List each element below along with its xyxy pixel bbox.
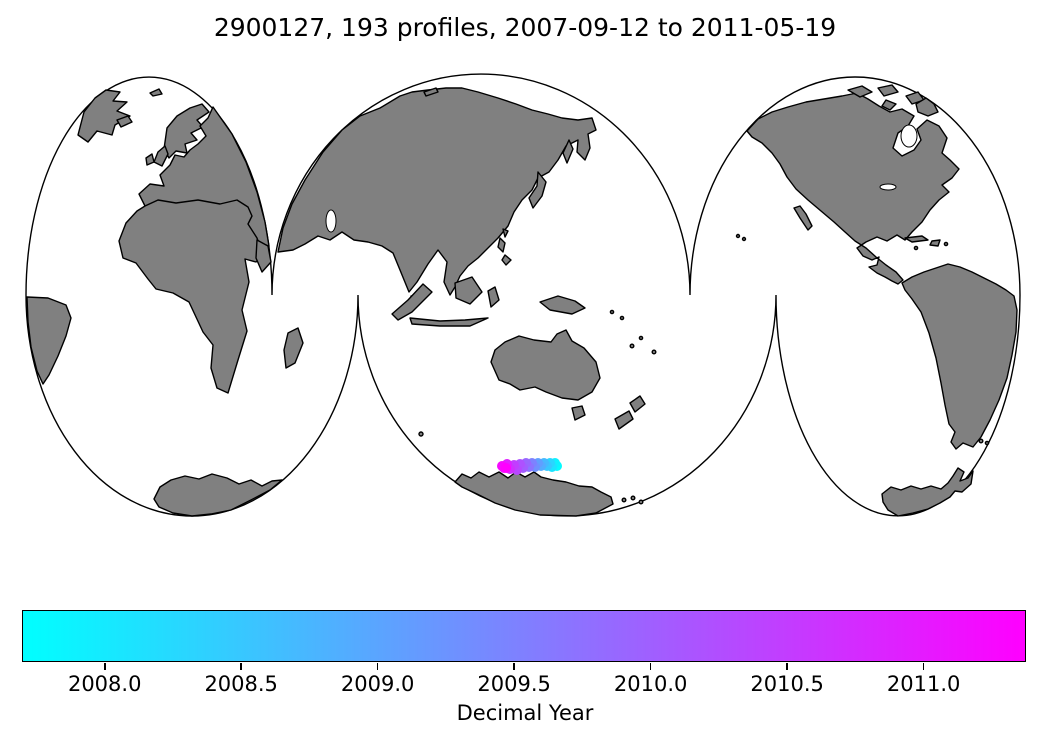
float-trajectory <box>497 458 562 475</box>
landmass-arabia-fragment <box>255 239 272 273</box>
profile-dot <box>501 463 511 473</box>
island-fiji <box>651 349 657 355</box>
colorbar-tick-label: 2008.0 <box>67 672 142 696</box>
island-hawaii-2 <box>741 236 747 242</box>
landmass-greenland-east-fragment <box>915 97 939 117</box>
colorbar-tick <box>922 663 925 670</box>
world-map <box>25 73 1021 517</box>
colorbar-tick <box>240 663 242 670</box>
landmass-north-america <box>746 92 960 285</box>
landmass-sakhalin <box>562 139 574 164</box>
landmass-antarctica-lobe3 <box>881 467 974 517</box>
colorbar-axis-label: Decimal Year <box>456 701 594 725</box>
lake-hudson-bay <box>900 124 918 148</box>
island-pacific-2 <box>619 315 625 321</box>
landmass-south-america <box>901 263 1018 450</box>
colorbar-tick-label: 2011.0 <box>886 672 961 696</box>
landmass-novaya-zemlya <box>423 87 439 97</box>
island-antarctic-offshore-2 <box>630 495 636 501</box>
landmass-java <box>409 317 489 327</box>
island-antarctic-offshore-1 <box>621 497 627 503</box>
island-kerguelen <box>418 431 424 437</box>
landmass-new-zealand-north <box>629 395 646 413</box>
colorbar-tick <box>649 663 652 670</box>
island-puerto-rico <box>943 241 949 247</box>
island-new-caledonia <box>629 343 635 349</box>
lakes <box>325 124 918 233</box>
landmass-borneo <box>454 276 483 305</box>
colorbar-tick-label: 2008.5 <box>204 672 278 696</box>
landmasses <box>26 84 1018 517</box>
landmass-philippines-north <box>497 237 506 253</box>
map-projection-outline <box>25 73 1021 517</box>
landmass-ireland <box>145 153 155 166</box>
landmass-antarctica-lobe2 <box>454 471 614 517</box>
landmass-svalbard <box>149 88 163 97</box>
colorbar-ticks: 2008.0 2008.5 2009.0 2009.5 2010.0 2010.5 2011… <box>22 663 1026 703</box>
lake-great-lakes <box>879 183 897 191</box>
colorbar-tick <box>376 663 379 670</box>
landmass-eurasia <box>277 87 597 296</box>
island-vanuatu <box>638 335 644 341</box>
landmass-iceland <box>116 115 133 128</box>
landmass-new-guinea <box>539 295 586 315</box>
landmass-new-zealand-south <box>614 410 634 430</box>
landmass-britain <box>153 145 169 167</box>
colorbar-gradient <box>22 610 1026 662</box>
landmass-brazil-fragment-west-edge <box>26 296 72 385</box>
island-hawaii-1 <box>735 233 741 239</box>
landmass-sulawesi <box>487 286 500 308</box>
landmass-australia <box>490 329 601 401</box>
landmass-cuba <box>904 235 929 243</box>
landmass-greenland-west <box>77 89 131 143</box>
colorbar-tick <box>786 663 788 670</box>
landmass-taiwan <box>502 228 509 238</box>
landmass-hispaniola <box>929 239 941 247</box>
landmass-antarctica-lobe1 <box>153 473 283 517</box>
colorbar-tick <box>513 663 515 670</box>
landmass-sumatra <box>391 283 433 321</box>
landmass-arctic-island-4 <box>881 99 897 111</box>
colorbar-tick-label: 2009.5 <box>477 672 551 696</box>
island-falkland-2 <box>984 440 990 446</box>
landmass-japan <box>528 171 547 209</box>
island-falkland-1 <box>978 438 984 444</box>
colorbar-tick-label: 2009.0 <box>340 672 415 696</box>
landmass-tasmania <box>571 405 586 421</box>
landmass-baja-california <box>793 205 813 231</box>
island-jamaica <box>913 245 919 251</box>
landmass-arctic-island-2 <box>877 84 899 97</box>
landmass-philippines-south <box>501 254 512 266</box>
landmass-arctic-island-1 <box>847 85 873 98</box>
colorbar-tick-label: 2010.5 <box>750 672 824 696</box>
landmass-africa <box>118 199 264 394</box>
island-pacific-1 <box>609 309 615 315</box>
island-antarctic-offshore-3 <box>638 499 644 505</box>
lake-caspian <box>325 209 337 233</box>
colorbar-tick-label: 2010.0 <box>613 672 688 696</box>
colorbar-tick <box>103 663 106 670</box>
landmass-madagascar <box>283 327 304 369</box>
plot-title: 2900127, 193 profiles, 2007-09-12 to 201… <box>213 13 837 42</box>
